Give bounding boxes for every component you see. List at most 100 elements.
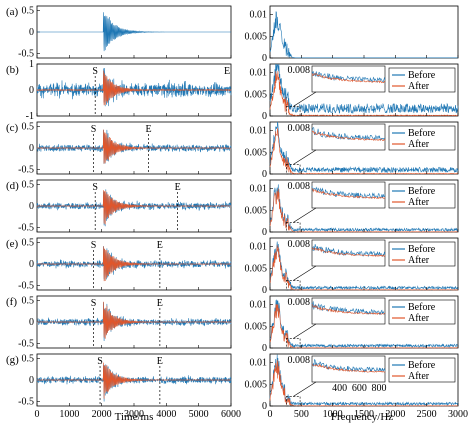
y-tick-label: 0 — [262, 111, 267, 122]
x-tick-label: 5000 — [189, 409, 209, 420]
x-tick-label: 1000 — [323, 409, 343, 420]
zoom-region — [285, 164, 301, 175]
panel-label: (g) — [6, 354, 19, 366]
y-tick-label: 0 — [29, 259, 34, 270]
zoom-connector — [293, 381, 317, 397]
inset: 0.008 — [288, 65, 386, 93]
legend-box — [388, 357, 456, 383]
zoom-region — [285, 106, 301, 117]
row-0: (a) 0.5 0 -0.5 0.01 0.005 0 — [6, 5, 459, 64]
y-tick-label: 0.01 — [250, 68, 268, 79]
panel-label: (f) — [6, 296, 17, 308]
inset-x-tick-label: 600 — [352, 383, 367, 394]
legend-box — [388, 125, 456, 151]
time-panel: (e) 0.5 0 -0.5 S E — [6, 237, 232, 292]
marker-e: E — [145, 124, 151, 135]
legend-box — [388, 183, 456, 209]
zoom-region — [285, 280, 301, 291]
y-tick-label: 0.5 — [22, 5, 35, 16]
inset-y-tick-label: 0.008 — [288, 355, 311, 366]
inset-frame — [311, 123, 386, 151]
inset-after-line — [311, 304, 386, 316]
y-tick-label: 0.5 — [22, 237, 35, 248]
before-signal-line — [36, 129, 232, 164]
panel-label: (a) — [6, 6, 19, 18]
legend-before-label: Before — [408, 360, 436, 371]
inset-y-tick-label: 0.008 — [288, 297, 311, 308]
y-tick-label: -0.5 — [18, 223, 34, 234]
time-panel: (f) 0.5 0 -0.5 S E — [6, 295, 232, 350]
y-tick-label: 0.5 — [22, 179, 35, 190]
marker-e: E — [157, 298, 163, 309]
y-tick-label: 0 — [262, 285, 267, 296]
before-spectrum-line — [269, 63, 459, 115]
y-tick-label: -0.5 — [18, 281, 34, 292]
legend-after-label: After — [408, 197, 430, 208]
x-tick-label: 2000 — [92, 409, 112, 420]
original-signal-line — [37, 12, 231, 52]
y-tick-label: 0.005 — [245, 89, 268, 100]
inset-after-line — [311, 130, 386, 141]
inset-after-line — [311, 247, 386, 257]
x-tick-label: 3000 — [448, 409, 468, 420]
inset-before-line — [311, 71, 386, 83]
legend-before-label: Before — [408, 70, 436, 81]
x-tick-label: 1500 — [354, 409, 374, 420]
x-tick-label: 2000 — [385, 409, 405, 420]
legend-after-label: After — [408, 371, 430, 382]
inset-after-line — [311, 188, 386, 200]
inset: 0.008 — [288, 181, 386, 209]
x-tick-label: 0 — [268, 409, 273, 420]
inset: 0.008 — [288, 297, 386, 325]
row-6: (g) 0.50-0.5S E0 1000 2000 3000 4000 5000 60000.… — [6, 353, 468, 420]
x-tick-label: 6000 — [221, 409, 241, 420]
x-tick-label: 2500 — [417, 409, 437, 420]
y-tick-label: 0.01 — [250, 126, 268, 137]
inset-after-line — [311, 363, 386, 373]
after-signal-line — [37, 301, 232, 339]
time-panel: (b) 1 0 -1 S E — [6, 59, 232, 122]
marker-s: S — [92, 182, 98, 193]
zoom-region — [285, 396, 301, 407]
inset-before-line — [311, 244, 386, 258]
y-tick-label: 0.01 — [250, 358, 268, 369]
zoom-region — [285, 222, 301, 233]
marker-e: E — [175, 182, 181, 193]
zoom-connector — [293, 91, 317, 107]
y-tick-label: 0.5 — [22, 353, 35, 364]
spectrum-panel: 0.01 0.005 0 — [245, 5, 459, 64]
y-tick-label: -0.5 — [18, 49, 34, 60]
inset: 0.008 400 600 800 — [288, 355, 387, 394]
before-signal-line — [36, 67, 232, 107]
legend-after-label: After — [408, 255, 430, 266]
y-tick-label: -0.5 — [18, 339, 34, 350]
before-signal-line — [36, 189, 232, 227]
y-tick-label: 0.005 — [245, 205, 268, 216]
y-tick-label: 0 — [29, 27, 34, 38]
y-tick-label: 0.005 — [245, 379, 268, 390]
y-tick-label: 0 — [29, 143, 34, 154]
before-signal-line — [36, 364, 232, 402]
x-tick-label: 4000 — [156, 409, 176, 420]
y-tick-label: 0.5 — [22, 295, 35, 306]
legend-before-label: Before — [408, 302, 436, 313]
zoom-connector — [293, 323, 317, 339]
y-tick-label: 0 — [262, 343, 267, 354]
spectrum-axes-frame — [269, 5, 459, 59]
y-tick-label: 0.005 — [245, 31, 268, 42]
frequency-axis-title: Frequency/Hz — [331, 411, 393, 423]
zoom-connector — [293, 265, 317, 281]
y-tick-label: 0 — [29, 375, 34, 386]
y-tick-label: 0.005 — [245, 147, 268, 158]
after-signal-line — [36, 246, 232, 282]
